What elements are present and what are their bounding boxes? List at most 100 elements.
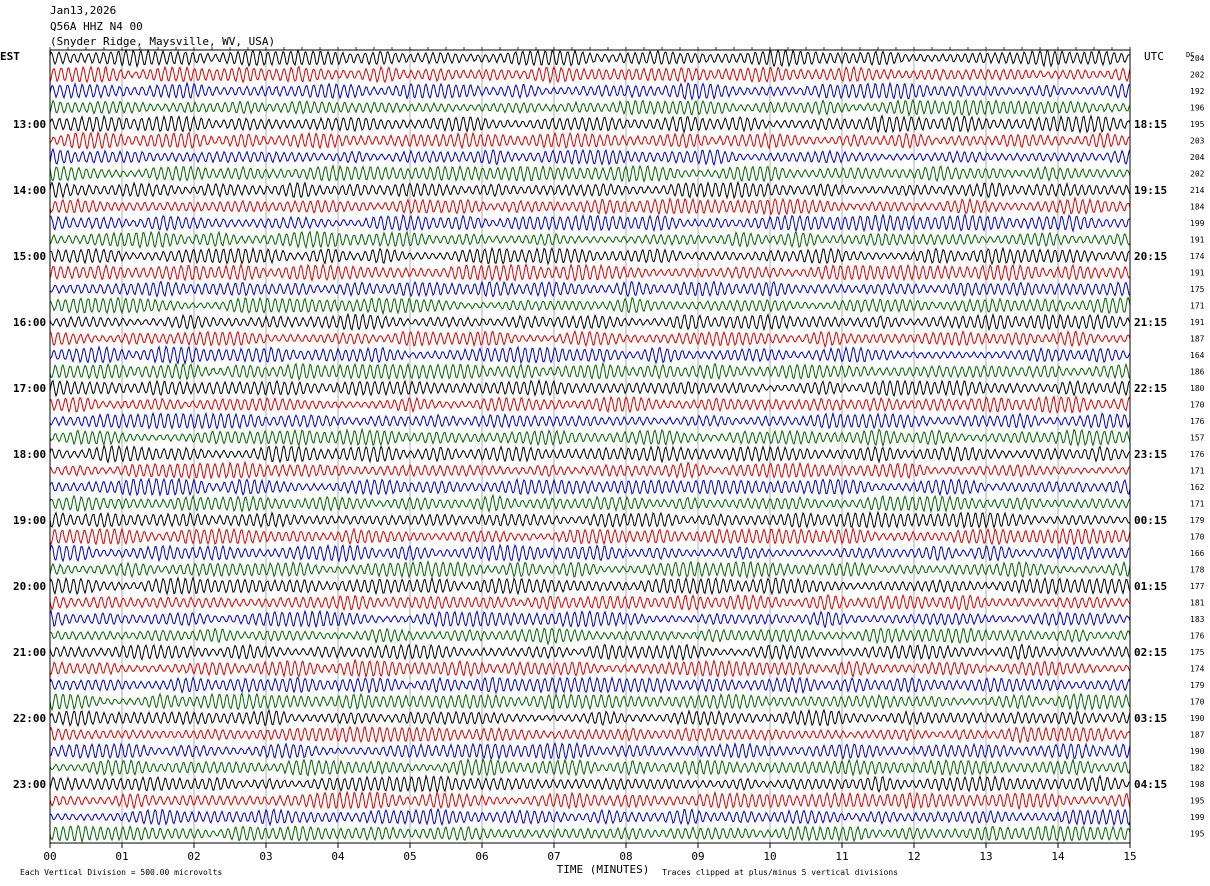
dc-offset-label: 174 <box>1190 665 1205 674</box>
x-tick-label-10: 10 <box>763 850 776 863</box>
dc-offset-label: 176 <box>1190 450 1205 459</box>
time-label-group: 13:00 18:15 14:00 19:15 15:00 20:15 16:00 21:15… <box>13 118 1167 791</box>
trace-5 <box>49 130 1131 151</box>
x-tick-label-08: 08 <box>619 850 632 863</box>
trace-19 <box>49 361 1131 382</box>
est-time-label: 13:00 <box>13 118 46 131</box>
dc-offset-label: 202 <box>1190 71 1205 80</box>
trace-25 <box>49 460 1131 480</box>
trace-44 <box>49 774 1131 794</box>
dc-offset-label: 187 <box>1190 731 1205 740</box>
x-tick-label-00: 00 <box>43 850 56 863</box>
est-time-label: 15:00 <box>13 250 46 263</box>
dc-offset-label: 164 <box>1190 351 1205 360</box>
x-tick-label-09: 09 <box>691 850 704 863</box>
trace-23 <box>49 427 1131 448</box>
utc-time-label: 18:15 <box>1134 118 1167 131</box>
dc-offset-label: 204 <box>1190 153 1205 162</box>
dc-offset-label: 180 <box>1190 384 1205 393</box>
trace-12 <box>49 246 1131 266</box>
trace-4 <box>49 114 1131 134</box>
trace-20 <box>49 378 1131 398</box>
dc-offset-label: 214 <box>1190 186 1205 195</box>
x-tick-label-07: 07 <box>547 850 560 863</box>
x-tick-label-05: 05 <box>403 850 416 863</box>
utc-time-label: 00:15 <box>1134 514 1167 527</box>
dc-offset-label: 183 <box>1190 615 1205 624</box>
trace-33 <box>49 593 1131 612</box>
trace-7 <box>49 163 1131 184</box>
trace-24 <box>49 444 1131 464</box>
dc-offset-label: 190 <box>1190 714 1205 723</box>
dc-offset-label: 166 <box>1190 549 1205 558</box>
dc-offset-label: 196 <box>1190 104 1205 113</box>
utc-time-label: 21:15 <box>1134 316 1167 329</box>
trace-36 <box>49 643 1131 662</box>
station-location: (Snyder Ridge, Maysville, WV, USA) <box>50 35 276 48</box>
clipping-note: Traces clipped at plus/minus 5 vertical … <box>662 868 898 877</box>
utc-time-label: 01:15 <box>1134 580 1167 593</box>
trace-group <box>49 48 1131 844</box>
dc-offset-label: 186 <box>1190 368 1205 377</box>
dc-offset-label: 170 <box>1190 401 1205 410</box>
dc-offset-label: 195 <box>1190 830 1205 839</box>
dc-offset-label: 190 <box>1190 747 1205 756</box>
trace-43 <box>49 757 1131 777</box>
dc-offset-label: 171 <box>1190 467 1205 476</box>
dc-offset-label: 162 <box>1190 483 1205 492</box>
x-tick-label-03: 03 <box>259 850 272 863</box>
trace-41 <box>49 725 1131 744</box>
trace-46 <box>49 807 1131 827</box>
trace-3 <box>49 98 1131 117</box>
trace-30 <box>49 543 1131 563</box>
trace-37 <box>49 658 1131 679</box>
est-time-label: 14:00 <box>13 184 46 197</box>
x-tick-label-01: 01 <box>115 850 128 863</box>
trace-27 <box>49 493 1131 514</box>
dc-offset-label: 203 <box>1190 137 1205 146</box>
dc-offset-label: 176 <box>1190 632 1205 641</box>
trace-1 <box>49 65 1131 85</box>
trace-8 <box>49 180 1131 200</box>
x-tick-label-12: 12 <box>907 850 920 863</box>
dc-offset-label: 181 <box>1190 599 1205 608</box>
dc-offset-label: 176 <box>1190 417 1205 426</box>
x-tick-label-15: 15 <box>1123 850 1136 863</box>
dc-offset-label: 184 <box>1190 203 1205 212</box>
dc-offset-label: 171 <box>1190 500 1205 509</box>
plot-frame <box>49 49 1131 844</box>
trace-45 <box>49 790 1131 811</box>
dc-offset-label: 157 <box>1190 434 1205 443</box>
est-time-label: 21:00 <box>13 646 46 659</box>
dc-offset-label: 174 <box>1190 252 1205 261</box>
x-axis-label: TIME (MINUTES) <box>557 863 650 876</box>
dc-offset-label: 171 <box>1190 302 1205 311</box>
trace-47 <box>49 824 1131 844</box>
dc-offset-label: 170 <box>1190 698 1205 707</box>
trace-11 <box>49 230 1131 250</box>
dc-label-group: 204 202 192 196 195 203 204 202 214 184 199 191 174 1… <box>1190 54 1205 839</box>
est-time-label: 22:00 <box>13 712 46 725</box>
right-axis-label: UTC <box>1144 50 1164 63</box>
trace-15 <box>49 296 1131 316</box>
dc-offset-label: 179 <box>1190 681 1205 690</box>
x-tick-group: 00 01 02 03 04 05 06 07 08 09 10 11 12 13 14 15 <box>43 47 1137 863</box>
utc-time-label: 19:15 <box>1134 184 1167 197</box>
trace-28 <box>49 510 1131 530</box>
dc-offset-label: 187 <box>1190 335 1205 344</box>
utc-time-label: 22:15 <box>1134 382 1167 395</box>
est-time-label: 16:00 <box>13 316 46 329</box>
vertical-division-note: Each Vertical Division = 500.00 microvol… <box>20 868 222 877</box>
est-time-label: 20:00 <box>13 580 46 593</box>
station-code: Q56A HHZ N4 00 <box>50 20 143 33</box>
utc-time-label: 23:15 <box>1134 448 1167 461</box>
trace-39 <box>49 691 1131 712</box>
trace-40 <box>49 708 1131 728</box>
dc-offset-label: 195 <box>1190 120 1205 129</box>
utc-time-label: 20:15 <box>1134 250 1167 263</box>
utc-time-label: 04:15 <box>1134 778 1167 791</box>
trace-17 <box>49 329 1131 349</box>
dc-offset-label: 170 <box>1190 533 1205 542</box>
x-tick-label-06: 06 <box>475 850 488 863</box>
trace-6 <box>49 147 1131 167</box>
